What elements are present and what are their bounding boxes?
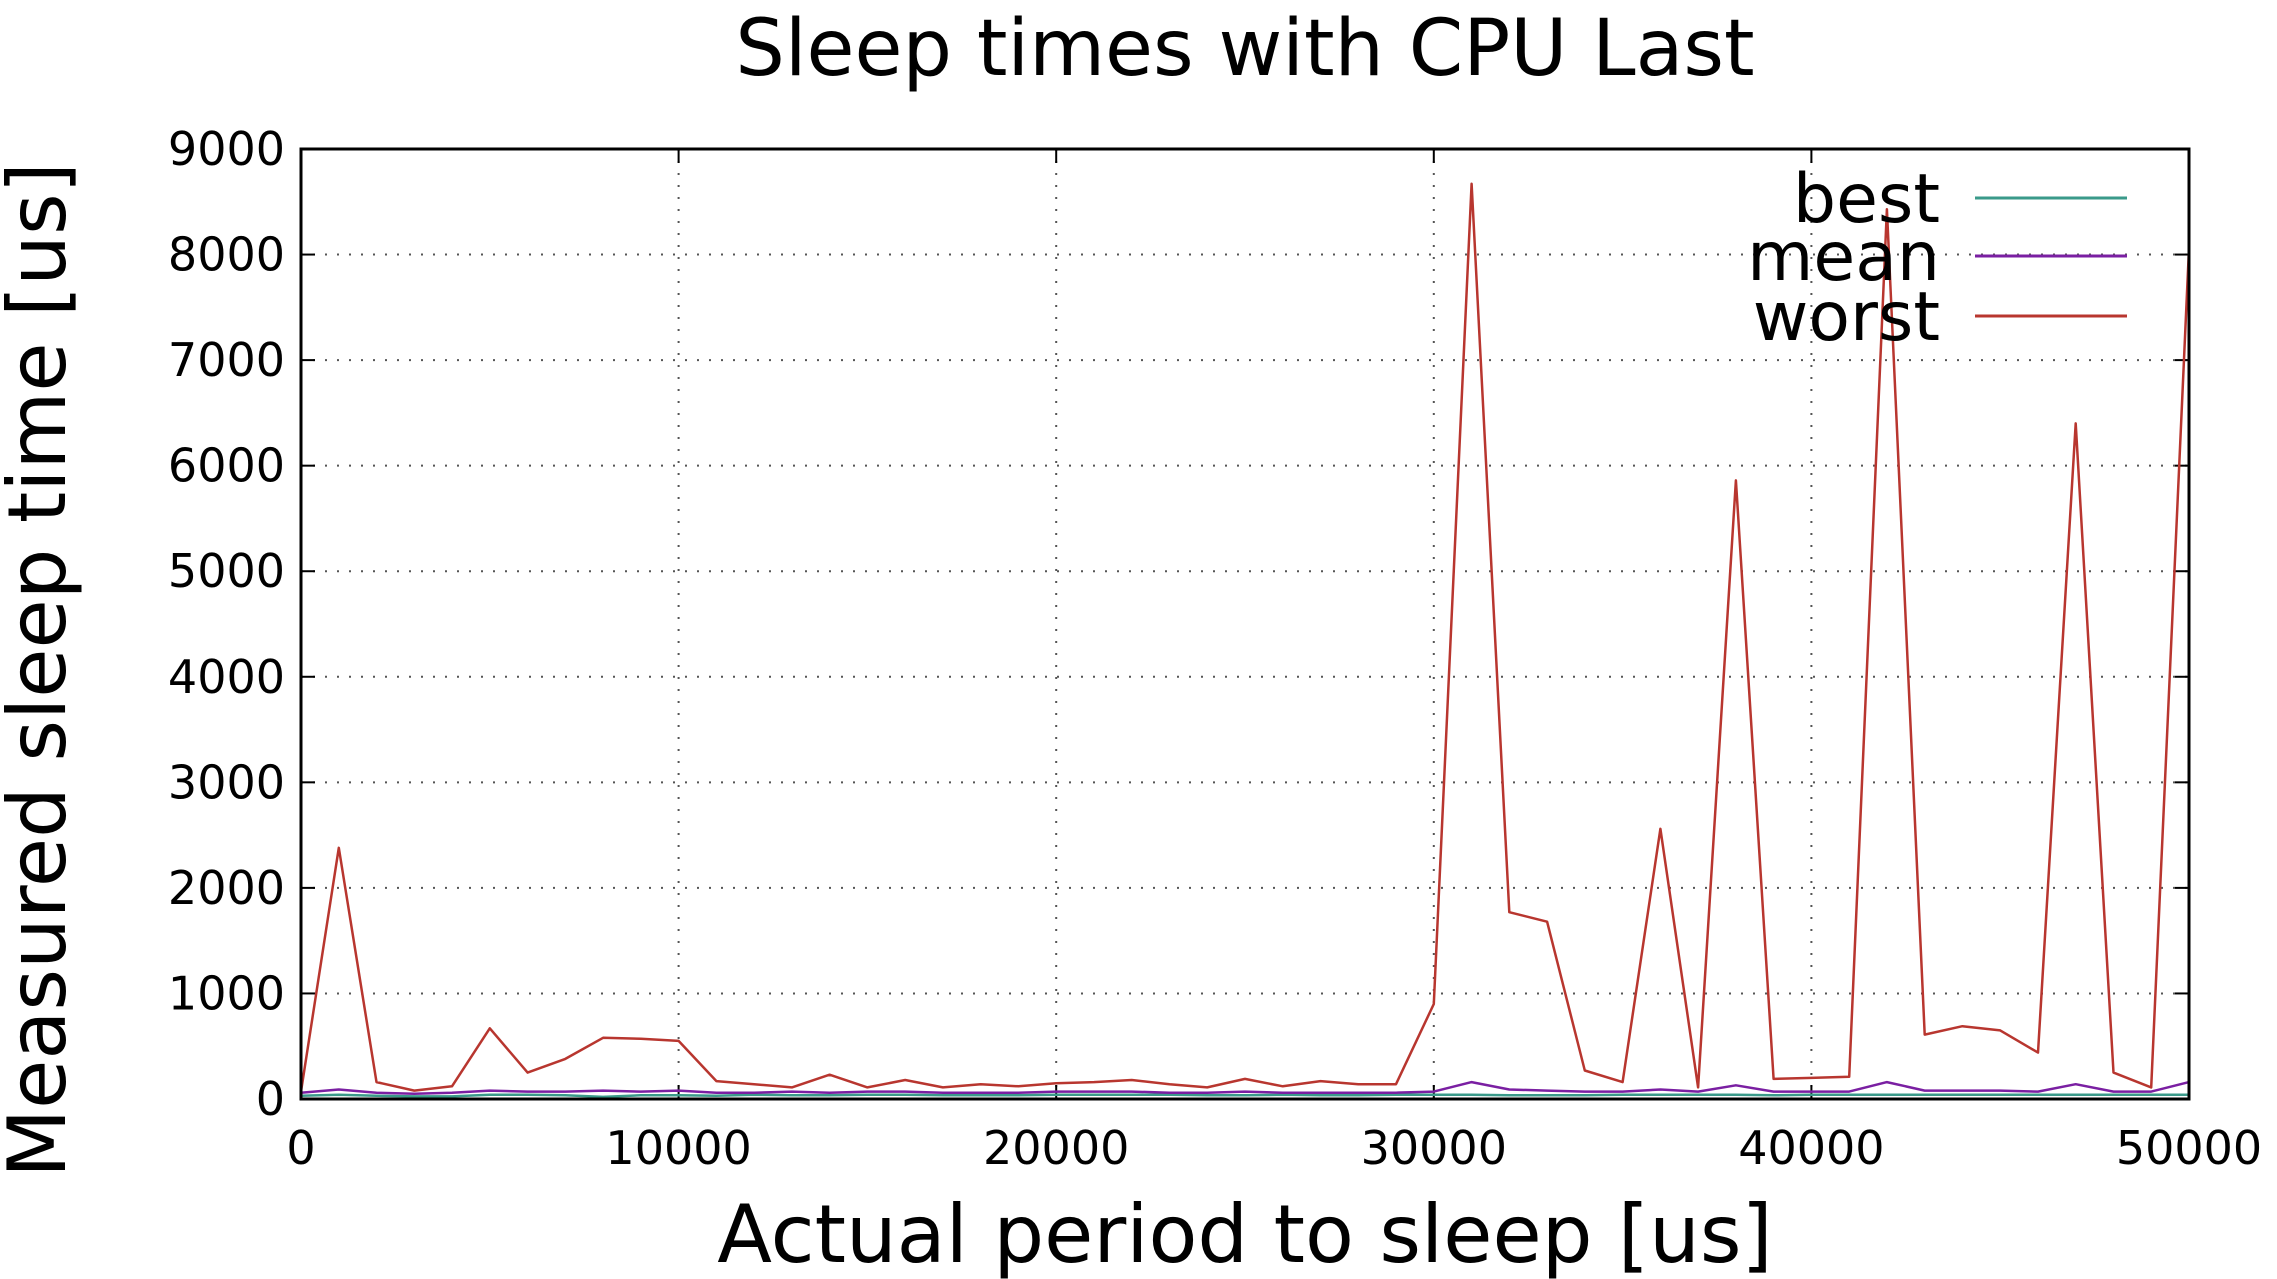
x-tick-label: 30000 [1361, 1121, 1507, 1175]
y-tick-label: 1000 [168, 966, 285, 1020]
x-tick-label: 0 [286, 1121, 315, 1175]
axis-ticks: 0 1000 2000 3000 4000 5000 6000 7000 8000 9000 0 10… [168, 122, 2262, 1175]
x-tick-label: 50000 [2116, 1121, 2262, 1175]
y-tick-label: 5000 [168, 544, 285, 598]
plot-frame [299, 147, 2191, 1101]
series-line-mean [300, 1080, 2190, 1095]
series-line-worst [299, 182, 2191, 1092]
legend-label-worst: worst [1753, 278, 1940, 357]
y-tick-label: 3000 [168, 755, 285, 809]
y-tick-label: 6000 [168, 439, 285, 493]
y-tick-label: 9000 [168, 122, 285, 176]
x-tick-label: 20000 [983, 1121, 1129, 1175]
y-tick-label: 7000 [168, 333, 285, 387]
y-tick-label: 4000 [168, 650, 285, 704]
grid [301, 149, 2189, 1099]
chart-title: Sleep times with CPU Last [735, 4, 1754, 94]
legend-label-mean: mean [1747, 218, 1940, 297]
legend-label-best: best [1793, 160, 1940, 239]
y-tick-label: 8000 [168, 228, 285, 282]
y-tick-label: 0 [256, 1072, 285, 1126]
y-tick-label: 2000 [168, 861, 285, 915]
y-axis-label: Measured sleep time [us] [0, 162, 84, 1178]
x-tick-label: 10000 [605, 1121, 751, 1175]
x-axis-label: Actual period to sleep [us] [717, 1188, 1772, 1279]
x-tick-label: 40000 [1738, 1121, 1884, 1175]
plot-series [299, 182, 2191, 1099]
series-line-best [300, 1093, 2189, 1099]
